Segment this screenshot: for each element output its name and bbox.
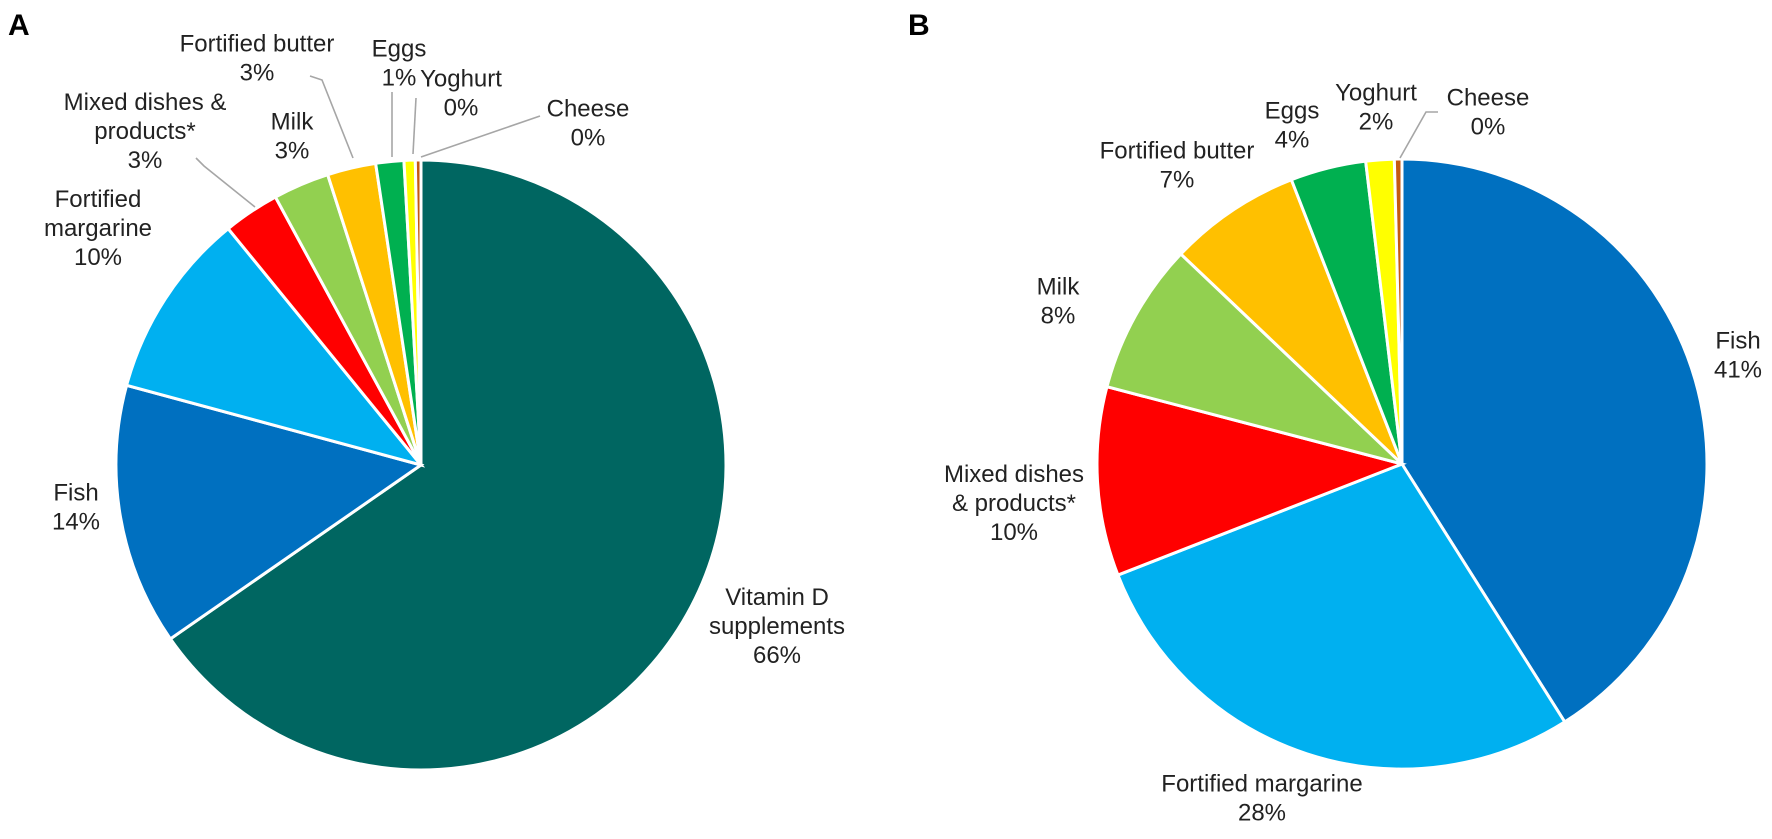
pie-b-name-milk: Milk [1037,274,1081,301]
pie-b-name-fish: Fish [1715,328,1760,355]
pie-a-pct-fish: 14% [52,509,100,536]
pie-chart-b: Fish 41% Fortified margarine 28% Mixed dishe… [944,80,1762,827]
pie-a-name-vitamin-d-supplements: supplements [709,613,845,640]
pie-a-pct-cheese: 0% [571,125,606,152]
pie-a-name-mixed-dishes-products: Mixed dishes & [64,89,227,116]
pie-b-pct-mixed-dishes-products: 10% [990,519,1038,546]
pie-a-pct-milk: 3% [275,138,310,165]
pie-b-name-mixed-dishes-products: Mixed dishes [944,461,1084,488]
pie-b-pct-eggs: 4% [1275,127,1310,154]
pie-a-name-vitamin-d-supplements: Vitamin D [725,584,829,611]
pie-b-name-eggs: Eggs [1265,98,1320,125]
pie-b-slice-mixed-dishes-products [1095,384,1407,577]
pie-b-name-cheese: Cheese [1447,85,1530,112]
pie-a-label-eggs: Eggs 1% [372,36,427,92]
pie-a-label-mixed-dishes-products: Mixed dishes & products* 3% [64,89,227,174]
pie-b-label-cheese: Cheese 0% [1447,85,1530,141]
pie-a-name-mixed-dishes-products: products* [94,118,195,145]
pie-b-slice-fish [1400,157,1709,725]
pie-a-slice-fortified-margarine [124,226,426,468]
pie-b-label-fortified-margarine: Fortified margarine 28% [1161,771,1362,827]
pie-a-label-yoghurt: Yoghurt 0% [420,66,502,122]
pie-a-slice-cheese [413,158,423,466]
panel-a-letter: A [8,9,30,42]
pie-a-label-milk: Milk 3% [271,109,315,165]
pie-a-label-fortified-margarine: Fortified margarine 10% [44,186,152,271]
pie-a-name-cheese: Cheese [547,96,630,123]
pie-a-slice-vitamin-d-supplements [168,158,728,772]
pie-a-name-eggs: Eggs [372,36,427,63]
pie-b-label-mixed-dishes-products: Mixed dishes & products* 10% [944,461,1084,546]
pie-b-label-fortified-butter: Fortified butter 7% [1100,138,1255,194]
pie-b-pct-fish: 41% [1714,357,1762,384]
pie-a-leader-cheese [420,115,541,158]
pie-a-pct-vitamin-d-supplements: 66% [753,642,801,669]
pie-a-label-fish: Fish 14% [52,480,100,536]
pie-a-label-cheese: Cheese 0% [547,96,630,152]
pie-a-pct-mixed-dishes-products: 3% [128,147,163,174]
pie-a-name-yoghurt: Yoghurt [420,66,502,93]
pie-b-pct-milk: 8% [1041,303,1076,330]
pie-b-pct-cheese: 0% [1471,114,1506,141]
panel-b-letter: B [908,9,930,42]
pie-a-name-fish: Fish [53,480,98,507]
pie-a-slice-fish [114,383,425,641]
pie-b-label-eggs: Eggs 4% [1265,98,1320,154]
pie-b-pct-fortified-butter: 7% [1160,167,1195,194]
pie-a-name-milk: Milk [271,109,315,136]
pie-a-name-fortified-margarine: Fortified [55,186,142,213]
pie-b-name-fortified-butter: Fortified butter [1100,138,1255,165]
pie-a-leader-yoghurt [412,97,417,155]
pie-a-leader-fortified-butter [309,75,354,159]
pie-b-slice-fortified-margarine [1115,462,1567,771]
pie-a-pct-eggs: 1% [382,65,417,92]
pie-a-leader-line [195,157,256,208]
pie-b-pct-fortified-margarine: 28% [1238,800,1286,827]
pie-b-name-yoghurt: Yoghurt [1335,80,1417,107]
pie-b-name-mixed-dishes-products: & products* [952,490,1076,517]
pie-a-pct-yoghurt: 0% [444,95,479,122]
pie-b-slice-fortified-butter [1178,177,1404,466]
pie-a-label-fortified-butter: Fortified butter 3% [180,31,335,87]
pie-b-pct-yoghurt: 2% [1359,109,1394,136]
pie-a-name-fortified-butter: Fortified butter [180,31,335,58]
pie-b-label-fish: Fish 41% [1714,328,1762,384]
pie-b-leader-cheese [1399,111,1438,159]
pie-a-name-fortified-margarine: margarine [44,215,152,242]
pie-b-name-fortified-margarine: Fortified margarine [1161,771,1362,798]
pie-b-label-yoghurt: Yoghurt 2% [1335,80,1417,136]
pie-a-pct-fortified-butter: 3% [240,60,275,87]
pie-b-slice-milk [1105,251,1404,466]
pie-a-pct-fortified-margarine: 10% [74,244,122,271]
pie-b-slice-cheese [1392,157,1404,465]
pie-b-label-milk: Milk 8% [1037,274,1081,330]
